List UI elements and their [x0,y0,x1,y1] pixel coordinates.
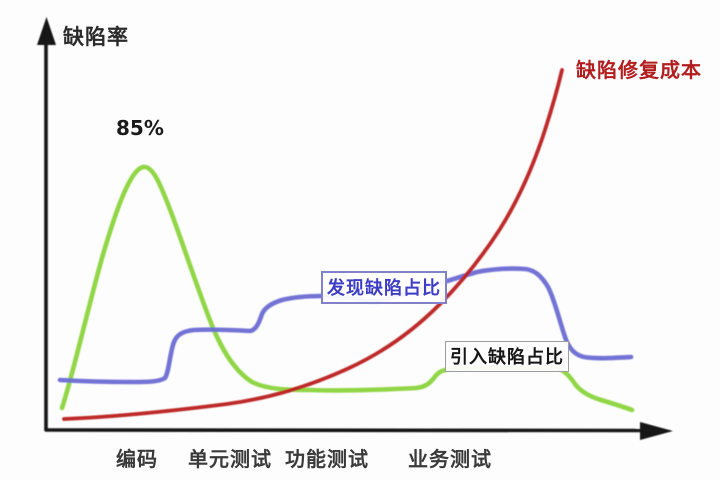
discovered-defects-label-box: 发现缺陷占比 [321,271,447,304]
introduced-defects-curve [59,164,635,413]
y-axis-arrow-icon [37,17,56,45]
repair-cost-label: 缺陷修复成本 [576,58,702,82]
x-tick-unit-test: 单元测试 [188,447,272,471]
x-tick-business-test: 业务测试 [408,447,492,471]
introduced-defects-label-box: 引入缺陷占比 [445,341,569,372]
y-axis-title: 缺陷率 [63,25,129,49]
repair-cost-curve [62,68,564,421]
x-axis-line [44,428,645,433]
x-tick-coding: 编码 [116,447,158,471]
x-tick-functional-test: 功能测试 [285,447,369,471]
peak-annotation: 85% [116,116,164,140]
x-axis-arrow-icon [640,422,673,440]
